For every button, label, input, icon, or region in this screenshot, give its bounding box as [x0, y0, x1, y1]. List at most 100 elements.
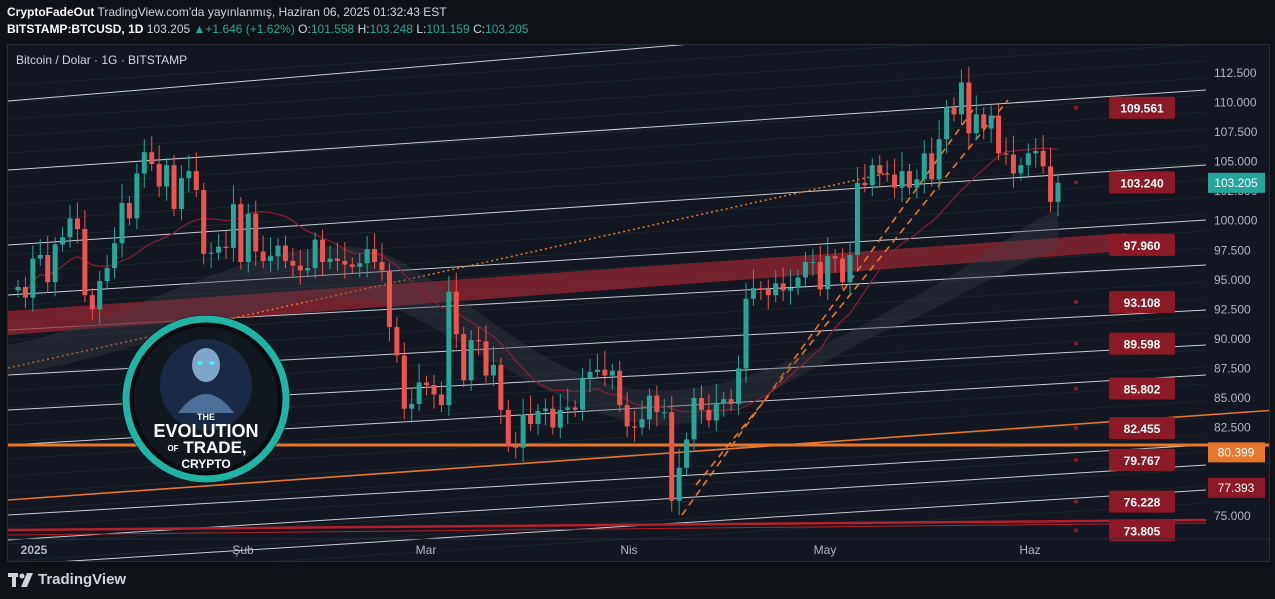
candle-body: [312, 239, 318, 268]
candle-body: [156, 164, 162, 187]
x-axis-tick: Mar: [416, 543, 437, 557]
candle-body: [468, 340, 474, 381]
level-label: 89.598: [1124, 338, 1161, 352]
candle-body: [394, 327, 400, 356]
candle-body: [97, 281, 103, 310]
candle-body: [528, 414, 534, 424]
dashed-channel-upper: [695, 99, 1009, 486]
level-label: 73.805: [1124, 524, 1161, 538]
level-label-bg: [1109, 377, 1175, 400]
candle-body: [453, 291, 459, 335]
level-label: 109.561: [1120, 102, 1164, 116]
candle-body: [788, 288, 794, 291]
fib-grid-line: [8, 162, 1207, 239]
level-label-bg: [1109, 96, 1175, 119]
candle-body: [30, 258, 36, 298]
candle-body: [490, 364, 496, 376]
candle-body: [936, 139, 942, 180]
level-label: 85.802: [1124, 383, 1161, 397]
fib-grid-line: [8, 111, 1207, 188]
candle-body: [750, 288, 756, 299]
candle-body: [186, 171, 192, 179]
candle-body: [676, 467, 682, 501]
candle-body: [134, 173, 140, 219]
candle-body: [996, 115, 1002, 154]
level-marker: [1074, 242, 1078, 247]
candle-body: [364, 249, 370, 264]
candle-body: [773, 283, 779, 296]
candle-body: [379, 262, 385, 271]
level-marker: [1074, 426, 1078, 431]
level-label-bg: [1109, 519, 1175, 542]
candle-body: [37, 255, 43, 259]
candle-body: [550, 408, 556, 428]
level-marker: [1074, 499, 1078, 504]
y-axis-tick: 105.000: [1214, 155, 1258, 169]
candle-body: [609, 370, 615, 376]
candle-body: [646, 395, 652, 420]
brand-name: TradingView: [38, 571, 127, 588]
fib-grid-line: [8, 468, 1207, 545]
candle-body: [728, 399, 734, 404]
candle-body: [1055, 182, 1061, 202]
x-axis-tick: Haz: [1019, 543, 1040, 557]
candle-body: [357, 263, 363, 267]
candle-body: [483, 341, 489, 376]
candle-body: [869, 165, 875, 186]
candle-body: [253, 213, 259, 252]
evolution-of-trade-logo: THE EVOLUTION OF TRADE, CRYPTO: [122, 315, 290, 483]
candle-body: [572, 407, 578, 410]
candle-body: [698, 398, 704, 410]
level-label: 93.108: [1124, 296, 1161, 310]
channel-line: [63, 489, 1207, 561]
red-support-line-2: [8, 522, 1207, 536]
chart-header: CryptoFadeOut TradingView.com'da yayınla…: [0, 0, 1275, 44]
ohlc-row: BITSTAMP:BTCUSD, 1D 103.205 ▲+1.646 (+1.…: [7, 22, 528, 36]
level-label-bg: [1109, 171, 1175, 194]
candle-body: [171, 165, 177, 209]
x-axis-tick: Nis: [620, 543, 637, 557]
fib-grid-line: [8, 60, 1207, 137]
candle-body: [1018, 165, 1024, 174]
candle-body: [914, 179, 920, 188]
candle-body: [780, 283, 786, 291]
candle-body: [141, 152, 147, 174]
candle-body: [654, 395, 660, 413]
candle-body: [669, 412, 675, 501]
y-axis-tick: 97.500: [1214, 243, 1251, 257]
author-name[interactable]: CryptoFadeOut: [7, 5, 95, 19]
candle-body: [802, 262, 808, 278]
candle-body: [275, 245, 281, 257]
candle-body: [22, 286, 28, 298]
candle-body: [944, 107, 950, 140]
candle-body: [238, 204, 244, 263]
candle-body: [260, 251, 266, 261]
candle-body: [906, 171, 912, 188]
candle-body: [736, 368, 742, 404]
candle-body: [840, 258, 846, 283]
tradingview-brand[interactable]: TradingView: [8, 571, 126, 588]
candle-body: [1003, 153, 1009, 155]
candle-body: [126, 203, 132, 219]
high-label: H:: [357, 22, 370, 36]
candle-body: [966, 82, 972, 134]
moving-average-line: [17, 147, 1059, 413]
level-marker: [1074, 457, 1078, 462]
x-axis-tick: 2025: [21, 543, 48, 557]
candle-body: [164, 165, 170, 187]
fib-grid-line: [8, 94, 1207, 171]
level-label: 97.960: [1124, 239, 1161, 253]
y-axis-tick: 90.000: [1214, 332, 1251, 346]
candle-body: [74, 218, 80, 229]
x-axis-tick: May: [814, 543, 837, 557]
channel-line: [8, 444, 1207, 516]
candle-body: [1010, 154, 1016, 174]
badge-line5: CRYPTO: [181, 457, 230, 471]
candle-body: [587, 372, 593, 378]
candle-body: [89, 295, 95, 310]
candle-body: [862, 182, 868, 186]
candle-body: [921, 153, 927, 180]
orange-trend-line: [8, 409, 1269, 501]
level-label: 82.455: [1124, 422, 1161, 436]
candle-body: [1040, 151, 1046, 167]
